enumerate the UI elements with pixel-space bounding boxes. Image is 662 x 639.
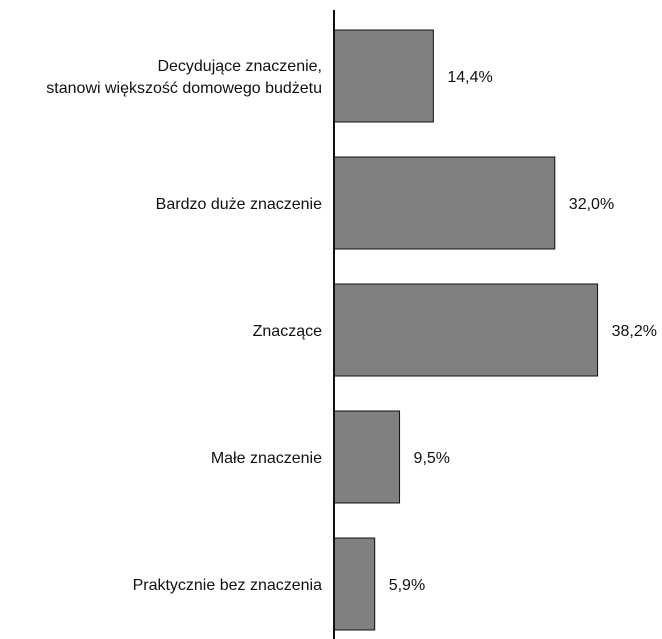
bar bbox=[333, 283, 599, 377]
category-label: Decydujące znaczenie, stanowi większość d… bbox=[46, 58, 322, 97]
bar-value-label: 38,2% bbox=[612, 323, 657, 340]
category-label: Praktycznie bez znaczenia bbox=[133, 577, 323, 594]
category-label-line: Praktycznie bez znaczenia bbox=[133, 577, 323, 594]
category-label-line: Decydujące znaczenie, bbox=[157, 58, 322, 75]
category-label: Znaczące bbox=[253, 323, 322, 340]
category-label-line: Bardzo duże znaczenie bbox=[156, 196, 322, 213]
category-label: Bardzo duże znaczenie bbox=[156, 196, 322, 213]
bar-value-label: 5,9% bbox=[389, 577, 425, 594]
bar-value-label: 32,0% bbox=[569, 196, 614, 213]
category-label-line: Znaczące bbox=[253, 323, 322, 340]
bar-value-label: 9,5% bbox=[414, 450, 450, 467]
bar bbox=[333, 537, 376, 631]
bar bbox=[333, 29, 434, 123]
bar bbox=[333, 156, 556, 250]
category-label-line: Małe znaczenie bbox=[211, 450, 322, 467]
category-label-line: stanowi większość domowego budżetu bbox=[46, 80, 322, 97]
category-label: Małe znaczenie bbox=[211, 450, 322, 467]
bar-value-label: 14,4% bbox=[447, 69, 492, 86]
bar bbox=[333, 410, 401, 504]
